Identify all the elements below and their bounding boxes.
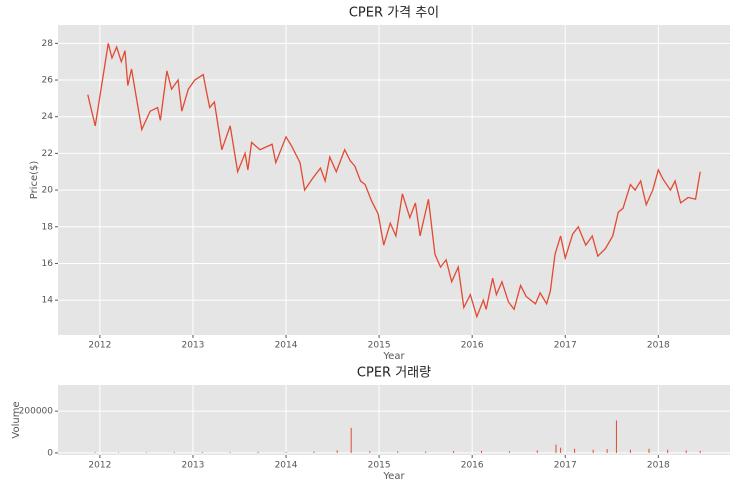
volume-bar bbox=[230, 452, 231, 453]
x-tick-label: 2013 bbox=[182, 341, 205, 351]
volume-bar bbox=[537, 450, 538, 453]
volume-bar bbox=[574, 449, 575, 453]
y-tick-label: 26 bbox=[42, 76, 54, 86]
y-axis-label: Volume bbox=[11, 401, 22, 438]
y-tick-label: 14 bbox=[42, 296, 54, 306]
volume-bar bbox=[146, 452, 147, 453]
volume-bar bbox=[425, 452, 426, 453]
x-tick-label: 2018 bbox=[647, 341, 670, 351]
y-tick-label: 22 bbox=[42, 149, 53, 159]
volume-bar bbox=[95, 452, 96, 453]
volume-bar bbox=[555, 445, 556, 453]
volume-bar bbox=[258, 452, 259, 453]
x-tick-label: 2013 bbox=[182, 461, 205, 471]
volume-bar bbox=[369, 451, 370, 453]
y-tick-label: 200000 bbox=[19, 407, 54, 417]
plot-area bbox=[58, 385, 730, 455]
x-tick-label: 2012 bbox=[88, 461, 111, 471]
x-axis-label: Year bbox=[382, 351, 405, 362]
x-tick-label: 2016 bbox=[461, 341, 484, 351]
volume-bar bbox=[174, 452, 175, 453]
volume-bar bbox=[481, 451, 482, 453]
y-tick-label: 24 bbox=[42, 112, 54, 122]
volume-bar bbox=[649, 449, 650, 453]
volume-bar bbox=[286, 452, 287, 453]
volume-bar bbox=[616, 421, 617, 453]
x-tick-label: 2014 bbox=[275, 341, 298, 351]
y-axis-label: Price($) bbox=[29, 161, 40, 200]
volume-bar bbox=[509, 451, 510, 452]
volume-bar bbox=[593, 450, 594, 453]
volume-bar bbox=[700, 451, 701, 453]
x-axis-label: Year bbox=[382, 471, 405, 482]
volume-bar bbox=[313, 452, 314, 453]
x-tick-label: 2015 bbox=[368, 461, 391, 471]
volume-bar bbox=[607, 449, 608, 453]
chart-title: CPER 거래량 bbox=[357, 366, 431, 381]
volume-bar bbox=[337, 450, 338, 453]
volume-bar bbox=[351, 428, 352, 453]
y-tick-label: 16 bbox=[42, 259, 54, 269]
volume-bar bbox=[453, 451, 454, 453]
y-tick-label: 20 bbox=[42, 186, 54, 196]
x-tick-label: 2012 bbox=[88, 341, 111, 351]
y-tick-label: 0 bbox=[47, 448, 53, 458]
chart-title: CPER 가격 추이 bbox=[349, 6, 439, 21]
x-tick-label: 2018 bbox=[647, 461, 670, 471]
x-tick-label: 2016 bbox=[461, 461, 484, 471]
y-tick-label: 18 bbox=[42, 222, 54, 232]
volume-bar bbox=[397, 451, 398, 452]
volume-bar bbox=[686, 450, 687, 453]
x-tick-label: 2014 bbox=[275, 461, 298, 471]
x-tick-label: 2017 bbox=[554, 341, 577, 351]
y-tick-label: 28 bbox=[42, 39, 54, 49]
volume-bar bbox=[560, 448, 561, 453]
volume-bar bbox=[630, 450, 631, 453]
volume-bar bbox=[667, 450, 668, 453]
plot-area bbox=[58, 25, 730, 335]
x-tick-label: 2017 bbox=[554, 461, 577, 471]
x-tick-label: 2015 bbox=[368, 341, 391, 351]
volume-bar bbox=[202, 452, 203, 453]
